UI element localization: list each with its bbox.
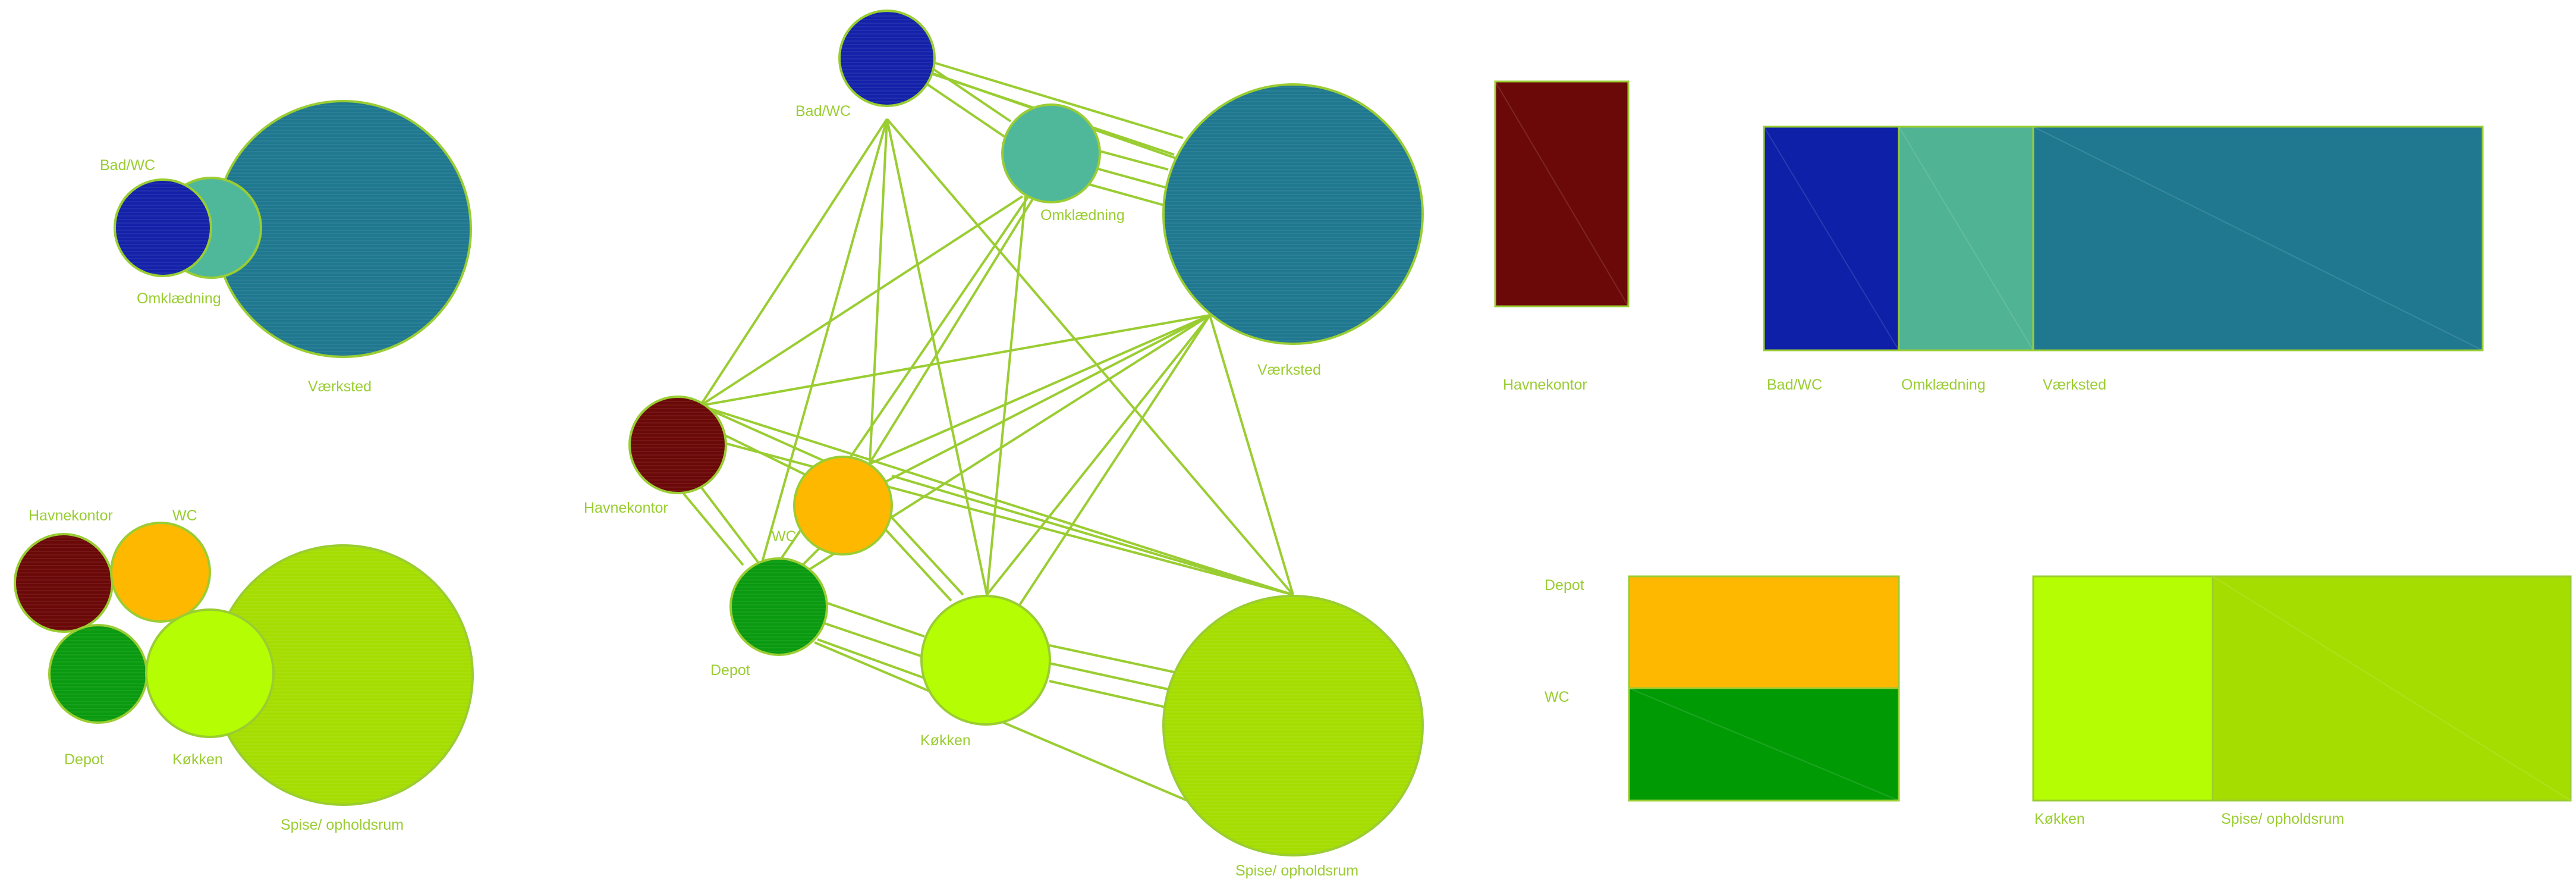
edge-havnekontor-spise-1 — [700, 404, 1294, 596]
network-omklaedning-label: Omklædning — [1040, 207, 1125, 224]
cluster-1: Bad/WC Omklædning Værksted — [100, 100, 472, 395]
edge-badwc-kokken — [886, 118, 988, 595]
network-bad-wc-label: Bad/WC — [795, 103, 851, 120]
block-kokken-label: Køkken — [2034, 811, 2085, 827]
edge-vaerksted-wc-1 — [869, 314, 1210, 465]
block-depot-diagonal — [1628, 688, 1899, 801]
cluster2-spise-hatch — [215, 547, 471, 804]
network-havnekontor-label: Havnekontor — [584, 500, 668, 516]
edge-havnekontor-spise-2 — [713, 439, 1294, 596]
cluster1-omklaedning-label: Omklædning — [137, 290, 221, 307]
network-depot-label: Depot — [710, 662, 750, 679]
cluster2-kokken-circle — [145, 608, 275, 738]
edge-badwc-wc — [868, 118, 888, 476]
edge-vaerksted-kokken-2 — [1009, 314, 1211, 620]
network-depot-hatch — [732, 560, 826, 654]
network-wc-circle — [793, 456, 893, 556]
block-havnekontor — [1494, 80, 1630, 307]
network-spise-label: Spise/ opholdsrum — [1235, 862, 1358, 879]
network-kokken-label: Køkken — [920, 732, 971, 749]
block-vaerksted-label: Værksted — [2043, 376, 2106, 393]
edge-depot-kokken-1 — [820, 600, 925, 638]
edge-badwc-depot — [761, 118, 888, 563]
network-kokken-circle — [920, 595, 1051, 726]
blocks: Havnekontor Bad/WC Omklædning Værksted D… — [1494, 80, 2572, 827]
edge-vaerksted-havnekontor — [700, 314, 1210, 407]
cluster2-kokken-label: Køkken — [172, 751, 223, 768]
cluster2-spise-label: Spise/ opholdsrum — [281, 817, 404, 833]
block-depot — [1628, 687, 1900, 802]
network-bad-wc-hatch — [841, 12, 933, 105]
cluster2-wc-label: WC — [172, 507, 197, 524]
block-omklaedning-diagonal — [1898, 126, 2034, 351]
cluster2-havnekontor-hatch — [16, 535, 111, 630]
edge-vaerksted-wc-2 — [873, 314, 1210, 489]
network-havnekontor-hatch — [631, 398, 725, 492]
edge-kokken-spise-3 — [1049, 680, 1169, 709]
edge-wc-spise — [891, 475, 1294, 596]
cluster2-havnekontor-label: Havnekontor — [29, 507, 113, 524]
edge-vaerksted-kokken-1 — [986, 314, 1211, 596]
edge-havnekontor-depot-1 — [682, 492, 744, 566]
edge-vaerksted-spise — [1209, 315, 1294, 595]
block-bad-wc-diagonal — [1763, 126, 1899, 351]
edge-wc-kokken-1 — [879, 522, 952, 602]
cluster1-bad-wc-label: Bad/WC — [100, 157, 155, 174]
network: Bad/WC Omklædning Værksted Havnekontor W… — [584, 10, 1424, 879]
cluster1-bad-wc-hatch — [116, 181, 210, 275]
cluster2-depot-hatch — [51, 626, 146, 721]
cluster-2: Havnekontor WC Depot Køkken Spise/ ophol… — [14, 507, 474, 833]
edge-badwc-spise — [886, 118, 1294, 596]
block-bad-wc — [1763, 125, 1900, 352]
block-spise-label: Spise/ opholdsrum — [2221, 811, 2344, 827]
edge-omkl-kokken — [986, 196, 1027, 595]
cluster1-vaerksted-hatch — [216, 102, 470, 356]
block-omklaedning-label: Omklædning — [1901, 376, 1986, 393]
block-vaerksted-diagonal — [2033, 126, 2483, 351]
block-havnekontor-diagonal — [1495, 81, 1629, 307]
block-havnekontor-label: Havnekontor — [1503, 376, 1587, 393]
edge-depot-kokken-2 — [819, 620, 925, 658]
block-vaerksted — [2032, 125, 2484, 352]
edge-wc-kokken-2 — [891, 516, 964, 596]
edge-havnekontor-depot-2 — [700, 487, 759, 563]
edge-kokken-spise-1 — [1049, 644, 1175, 673]
edge-depot-kokken-3 — [817, 638, 925, 679]
edge-havnekontor-wc-1 — [700, 404, 845, 471]
cluster2-wc-circle — [110, 522, 211, 623]
block-wc-label: WC — [1545, 689, 1569, 705]
block-bad-wc-label: Bad/WC — [1767, 376, 1822, 393]
network-spise-hatch — [1165, 597, 1421, 854]
network-omklaedning-circle — [1001, 103, 1101, 203]
network-vaerksted-hatch — [1165, 86, 1421, 343]
block-spise-diagonal — [2212, 576, 2571, 801]
block-depot-label: Depot — [1545, 577, 1584, 594]
edge-depot-spise — [814, 641, 1207, 810]
block-spise — [2212, 575, 2572, 802]
edge-badwc-omklaedning-3 — [933, 61, 1184, 139]
cluster1-vaerksted-label: Værksted — [308, 378, 372, 395]
block-omklaedning — [1898, 125, 2034, 352]
edge-badwc-havnekontor — [699, 118, 888, 407]
network-connections — [682, 56, 1337, 810]
network-vaerksted-label: Værksted — [1257, 362, 1321, 378]
network-wc-label: WC — [772, 528, 797, 545]
edge-omkl-wc — [868, 195, 1036, 465]
edge-omkl-havnekontor — [699, 195, 1024, 407]
block-kokken — [2032, 575, 2214, 802]
edge-kokken-spise-2 — [1049, 662, 1172, 691]
block-wc — [1628, 575, 1900, 689]
cluster2-depot-label: Depot — [64, 751, 104, 768]
